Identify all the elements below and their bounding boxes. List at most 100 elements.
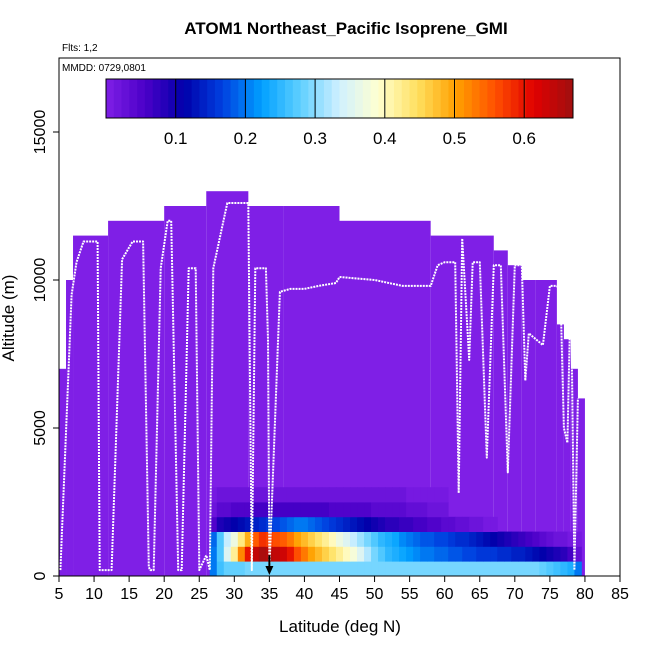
- heatmap-cell: [272, 546, 281, 562]
- colorbar-swatch: [409, 79, 418, 118]
- heatmap-cell: [413, 516, 421, 532]
- colorbar-swatch: [230, 79, 239, 118]
- heatmap-cell: [237, 546, 246, 562]
- heatmap-cell: [371, 487, 379, 503]
- heatmap-cell: [420, 561, 428, 577]
- heatmap-cell: [286, 487, 295, 503]
- heatmap-cell: [497, 561, 505, 577]
- curtain-column: [493, 250, 508, 576]
- heatmap-cell: [441, 502, 449, 518]
- heatmap-cell: [209, 516, 218, 532]
- heatmap-cell: [406, 561, 414, 577]
- heatmap-cell: [462, 561, 470, 577]
- colorbar-swatch: [269, 79, 278, 118]
- heatmap-cell: [307, 487, 316, 503]
- colorbar-swatch: [292, 79, 302, 118]
- x-tick-label: 55: [401, 586, 419, 603]
- colorbar-swatch: [432, 79, 442, 118]
- heatmap-cell: [343, 502, 351, 518]
- heatmap-cell: [413, 487, 421, 503]
- heatmap-cell: [258, 487, 267, 503]
- colorbar-swatch: [214, 79, 224, 118]
- heatmap-cell: [574, 561, 582, 577]
- x-tick-label: 65: [471, 586, 489, 603]
- x-tick-label: 25: [190, 586, 208, 603]
- heatmap-cell: [258, 531, 267, 547]
- heatmap-cell: [455, 561, 463, 577]
- heatmap-cell: [237, 487, 246, 503]
- colorbar-swatch: [526, 79, 535, 118]
- heatmap-cell: [392, 516, 400, 532]
- heatmap-cell: [434, 502, 442, 518]
- colorbar-swatch: [534, 79, 543, 118]
- heatmap-cell: [518, 561, 526, 577]
- heatmap-cell: [335, 502, 344, 518]
- heatmap-cell: [209, 531, 218, 547]
- heatmap-cell: [413, 502, 421, 518]
- colorbar-tick-label: 0.2: [234, 129, 258, 148]
- heatmap-cell: [560, 531, 568, 547]
- heatmap-cell: [335, 487, 344, 503]
- heatmap-cell: [272, 561, 281, 577]
- heatmap-cell: [427, 502, 435, 518]
- heatmap-cell: [307, 516, 316, 532]
- heatmap-cell: [504, 561, 512, 577]
- heatmap-cell: [371, 561, 379, 577]
- heatmap-cell: [314, 531, 323, 547]
- heatmap-cell: [300, 561, 309, 577]
- x-tick-label: 50: [366, 586, 384, 603]
- colorbar-swatch: [137, 79, 146, 118]
- y-tick-label: 0: [32, 571, 49, 580]
- heatmap-cell: [546, 561, 554, 577]
- heatmap-cell: [286, 561, 295, 577]
- heatmap-cell: [427, 487, 435, 503]
- heatmap-cell: [307, 561, 316, 577]
- heatmap-cell: [546, 531, 554, 547]
- heatmap-cell: [532, 546, 540, 562]
- heatmap-cell: [420, 502, 428, 518]
- heatmap-cell: [244, 502, 253, 518]
- heatmap-cell: [399, 546, 407, 562]
- heatmap-cell: [350, 516, 358, 532]
- plot-area: [59, 191, 585, 577]
- heatmap-cell: [406, 546, 414, 562]
- heatmap-cell: [350, 487, 358, 503]
- heatmap-cell: [300, 531, 309, 547]
- heatmap-cell: [399, 561, 407, 577]
- heatmap-cell: [314, 487, 323, 503]
- heatmap-cell: [293, 561, 302, 577]
- heatmap-cell: [279, 531, 288, 547]
- colorbar-swatch: [541, 79, 551, 118]
- heatmap-cell: [357, 487, 365, 503]
- heatmap-cell: [385, 487, 393, 503]
- axes: 5 10 15 20 25 30 35 40 45 50 55 60 65 70 75 80 85 0 5000 10…: [32, 57, 629, 603]
- heatmap-cell: [511, 531, 519, 547]
- curtain-column: [563, 339, 571, 576]
- heatmap-cell: [335, 561, 344, 577]
- heatmap-cell: [392, 546, 400, 562]
- heatmap-cell: [364, 487, 372, 503]
- heatmap-cell: [244, 546, 253, 562]
- heatmap-cell: [406, 502, 414, 518]
- colorbar-swatch: [261, 79, 270, 118]
- heatmap-cell: [216, 516, 225, 532]
- heatmap-cell: [511, 561, 519, 577]
- colorbar-swatch: [487, 79, 496, 118]
- heatmap-cell: [272, 516, 281, 532]
- colorbar-swatch: [207, 79, 216, 118]
- colorbar-swatch: [316, 79, 325, 118]
- colorbar-swatch: [479, 79, 488, 118]
- heatmap-cell: [279, 516, 288, 532]
- heatmap-cell: [483, 561, 491, 577]
- colorbar-swatch: [557, 79, 566, 118]
- heatmap-cell: [357, 502, 365, 518]
- x-tick-label: 85: [611, 586, 629, 603]
- heatmap-cell: [385, 531, 393, 547]
- colorbar-swatch: [425, 79, 434, 118]
- heatmap-cell: [385, 561, 393, 577]
- heatmap-cell: [230, 531, 239, 547]
- heatmap-cell: [314, 546, 323, 562]
- dates-label: MMDD: 0729,0801: [62, 63, 146, 74]
- heatmap-cell: [406, 531, 414, 547]
- y-axis-label: Altitude (m): [0, 275, 18, 362]
